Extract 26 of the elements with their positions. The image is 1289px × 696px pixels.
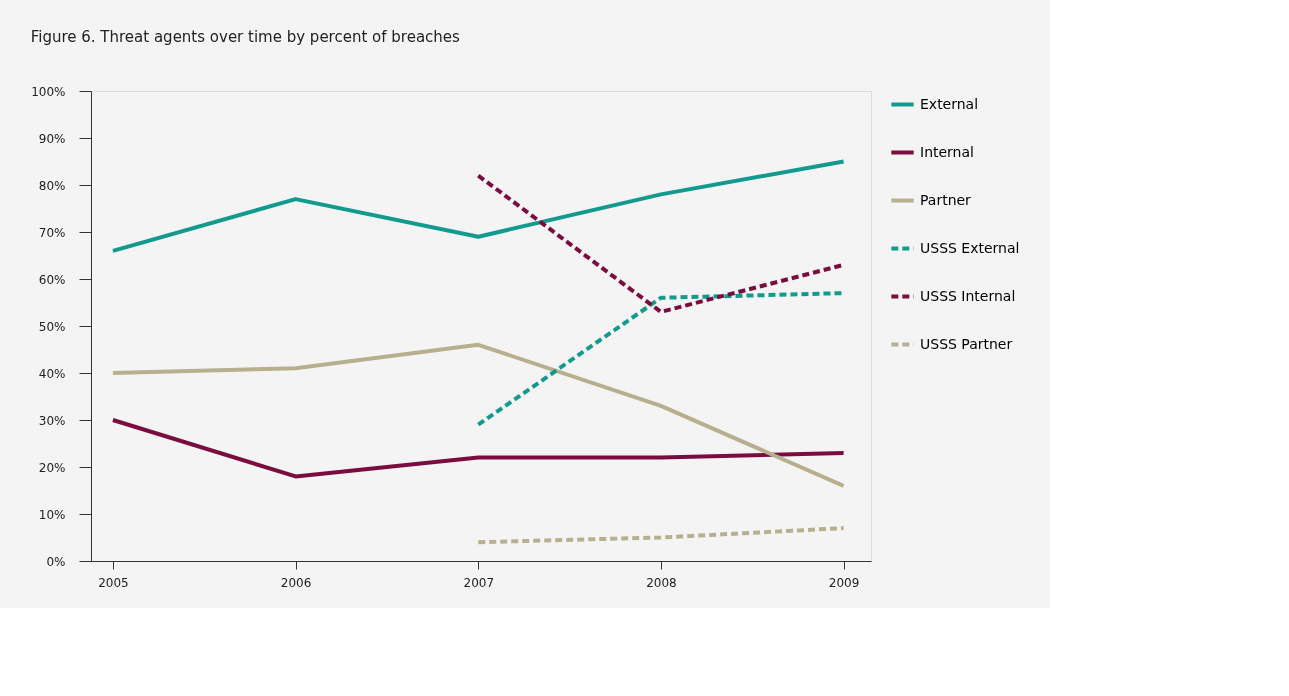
y-tick-label: 40% — [38, 366, 66, 381]
line-series — [110, 159, 846, 253]
line-series — [110, 342, 846, 488]
y-tick-label: 60% — [38, 272, 66, 287]
y-tick-label: 70% — [38, 225, 66, 240]
legend-label: Internal — [920, 143, 974, 160]
legend-label: External — [920, 95, 979, 112]
y-tick-label: 80% — [38, 178, 66, 193]
legend-label: USSS Internal — [920, 287, 1016, 304]
x-tick-label: 2007 — [463, 575, 495, 590]
legend-label: USSS Partner — [920, 335, 1013, 352]
y-tick-label: 100% — [31, 84, 66, 99]
x-tick-label: 2008 — [646, 575, 677, 590]
y-tick-label: 10% — [38, 507, 66, 522]
x-tick-label: 2006 — [280, 575, 312, 590]
y-tick-label: 0% — [46, 554, 66, 569]
legend-label: Partner — [920, 191, 972, 208]
x-tick-label: 2005 — [98, 575, 129, 590]
line-series — [110, 418, 846, 479]
x-tick-label: 2009 — [828, 575, 860, 590]
y-tick-label: 90% — [38, 131, 66, 146]
legend-label: USSS External — [920, 239, 1020, 256]
y-tick-label: 20% — [38, 460, 66, 475]
chart-title: Figure 6. Threat agents over time by percent of breaches — [30, 28, 461, 46]
y-tick-label: 30% — [38, 413, 66, 428]
y-tick-label: 50% — [38, 319, 66, 334]
